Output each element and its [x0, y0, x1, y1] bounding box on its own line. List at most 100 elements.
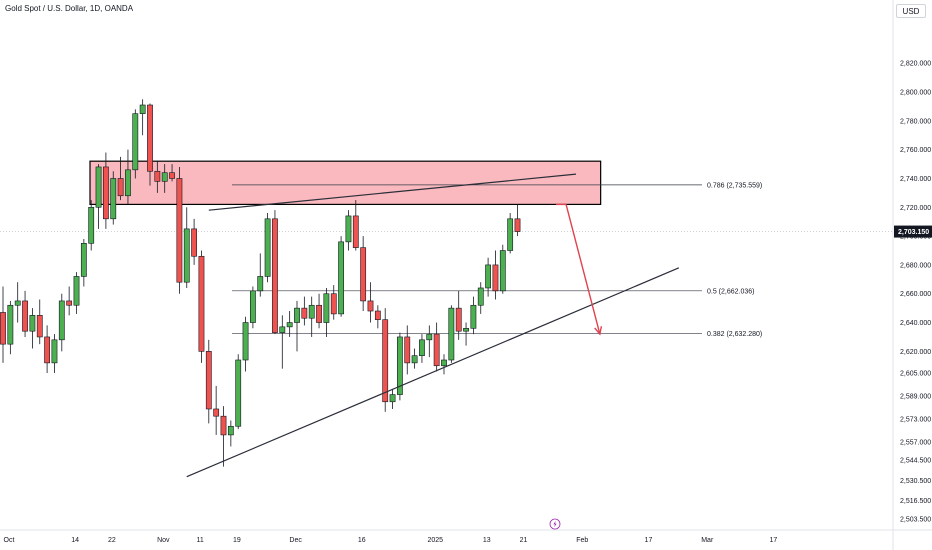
x-tick-label: Nov: [157, 537, 170, 544]
candle: [169, 164, 175, 182]
candle-body: [352, 215, 359, 248]
candle-body: [29, 315, 36, 332]
candle-body: [477, 287, 484, 306]
candle: [294, 300, 300, 352]
candle: [308, 296, 315, 337]
currency-badge[interactable]: USD: [896, 4, 926, 18]
candle-body: [73, 276, 80, 306]
candle: [463, 322, 469, 346]
candle: [213, 385, 220, 435]
candle-body: [441, 359, 447, 367]
x-tick-label: 17: [770, 537, 778, 544]
candle: [485, 257, 491, 297]
candle-body: [389, 394, 396, 403]
candle: [36, 299, 43, 345]
candle: [396, 332, 403, 401]
candle-body: [264, 218, 271, 277]
candle-body: [272, 218, 278, 333]
candle-body: [396, 336, 403, 395]
candle-body: [374, 310, 381, 320]
y-tick-label: 2,680.000: [900, 262, 931, 269]
candle-body: [95, 166, 102, 208]
candle-body: [220, 415, 227, 436]
candle: [264, 213, 271, 283]
candle: [316, 293, 322, 329]
candle: [477, 282, 484, 314]
candle-body: [279, 326, 286, 333]
last-price-badge: [894, 225, 932, 238]
fib-label-2: 0.382 (2,632.280): [707, 331, 762, 338]
candle: [80, 238, 87, 287]
candle-body: [404, 336, 411, 364]
candle: [191, 218, 197, 265]
x-tick-label: 17: [645, 537, 653, 544]
projection-arrow: [556, 203, 603, 336]
candle-body: [257, 276, 264, 292]
candle-body: [191, 228, 197, 257]
candle-body: [80, 243, 87, 277]
candle-body: [125, 169, 131, 197]
candle-body: [338, 241, 344, 315]
candle-body: [507, 218, 514, 251]
candle-body: [419, 339, 425, 356]
candle-body: [242, 322, 249, 361]
candle-body: [154, 170, 161, 182]
candle: [360, 236, 367, 312]
lightning-icon[interactable]: [549, 518, 561, 530]
candle: [44, 325, 50, 373]
candle: [455, 290, 462, 340]
candle-body: [110, 178, 117, 220]
y-tick-label: 2,605.000: [900, 370, 931, 377]
candle: [345, 210, 352, 251]
candle: [272, 210, 278, 335]
candle-body: [0, 312, 6, 345]
candle-body: [455, 307, 462, 332]
candle-body: [426, 333, 433, 341]
candle-body: [58, 300, 65, 341]
x-tick-label: 11: [196, 537, 203, 544]
candle: [235, 354, 242, 430]
x-tick-label: 21: [520, 537, 528, 544]
y-tick-label: 2,760.000: [900, 147, 931, 154]
candle: [507, 213, 514, 254]
arrow-shaft: [565, 204, 601, 335]
candle-body: [198, 255, 205, 352]
candle-body: [176, 178, 183, 283]
candle-body: [323, 293, 330, 323]
x-tick-label: 16: [358, 537, 366, 544]
candle-body: [250, 290, 256, 323]
candle: [323, 287, 330, 337]
candle-body: [485, 264, 491, 289]
candle: [330, 285, 337, 320]
candle-body: [463, 328, 469, 332]
y-tick-label: 2,557.000: [900, 440, 931, 447]
candle-body: [411, 355, 418, 364]
candle-body: [117, 178, 124, 197]
candle-body: [470, 304, 477, 329]
candle: [382, 308, 389, 412]
candle: [132, 109, 139, 179]
candle: [242, 316, 249, 372]
candle-body: [448, 307, 455, 361]
last-price-value: 2,703.150: [898, 229, 929, 236]
candle-body: [499, 250, 506, 292]
candle: [103, 152, 109, 229]
y-tick-label: 2,620.000: [900, 349, 931, 356]
candle-body: [213, 408, 220, 417]
candle-body: [205, 351, 212, 410]
candle: [51, 334, 58, 373]
fib-label-0: 0.786 (2,735.559): [707, 182, 762, 189]
y-tick-label: 2,720.000: [900, 205, 931, 212]
candle: [367, 282, 374, 323]
y-tick-label: 2,640.000: [900, 320, 931, 327]
arrow-head: [594, 326, 603, 336]
x-tick-label: 19: [233, 537, 241, 544]
y-tick-label: 2,780.000: [900, 118, 931, 125]
candle: [117, 156, 124, 201]
candle-body: [367, 300, 374, 312]
candle-body: [14, 300, 21, 306]
candle: [73, 272, 80, 314]
y-tick-label: 2,660.000: [900, 291, 931, 298]
